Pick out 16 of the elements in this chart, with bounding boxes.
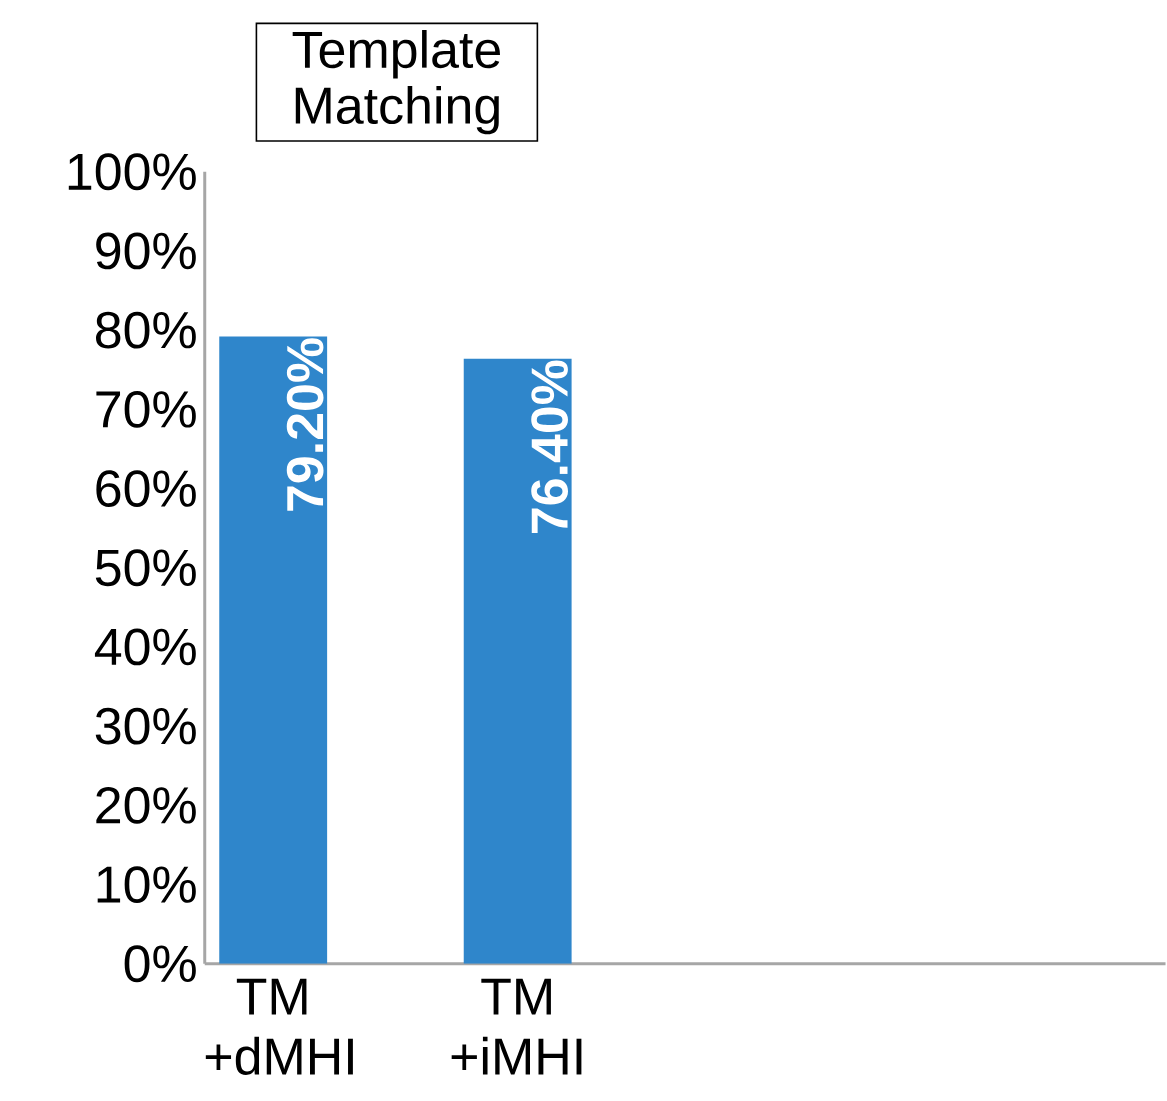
- y-tick-label: 60%: [96, 470, 196, 508]
- y-tick-label: 80%: [96, 311, 196, 349]
- y-tick-label: 100%: [68, 153, 196, 191]
- data-label: 79.20%: [286, 338, 324, 512]
- y-tick-label: 0%: [124, 945, 196, 983]
- y-tick-label: 30%: [95, 707, 196, 745]
- y-tick-label: 40%: [94, 628, 196, 666]
- x-tick-label: TM +iMHI: [451, 979, 582, 1075]
- y-tick-label: 10%: [97, 866, 196, 904]
- y-tick-label: 90%: [96, 232, 196, 270]
- y-tick-label: 20%: [96, 787, 196, 824]
- y-tick-label: 70%: [96, 391, 196, 428]
- data-label: 76.40%: [531, 360, 569, 534]
- y-tick-label: 50%: [95, 549, 196, 587]
- x-tick-label: TM +dMHI: [205, 979, 353, 1076]
- chart-title: Template Matching: [292, 30, 500, 135]
